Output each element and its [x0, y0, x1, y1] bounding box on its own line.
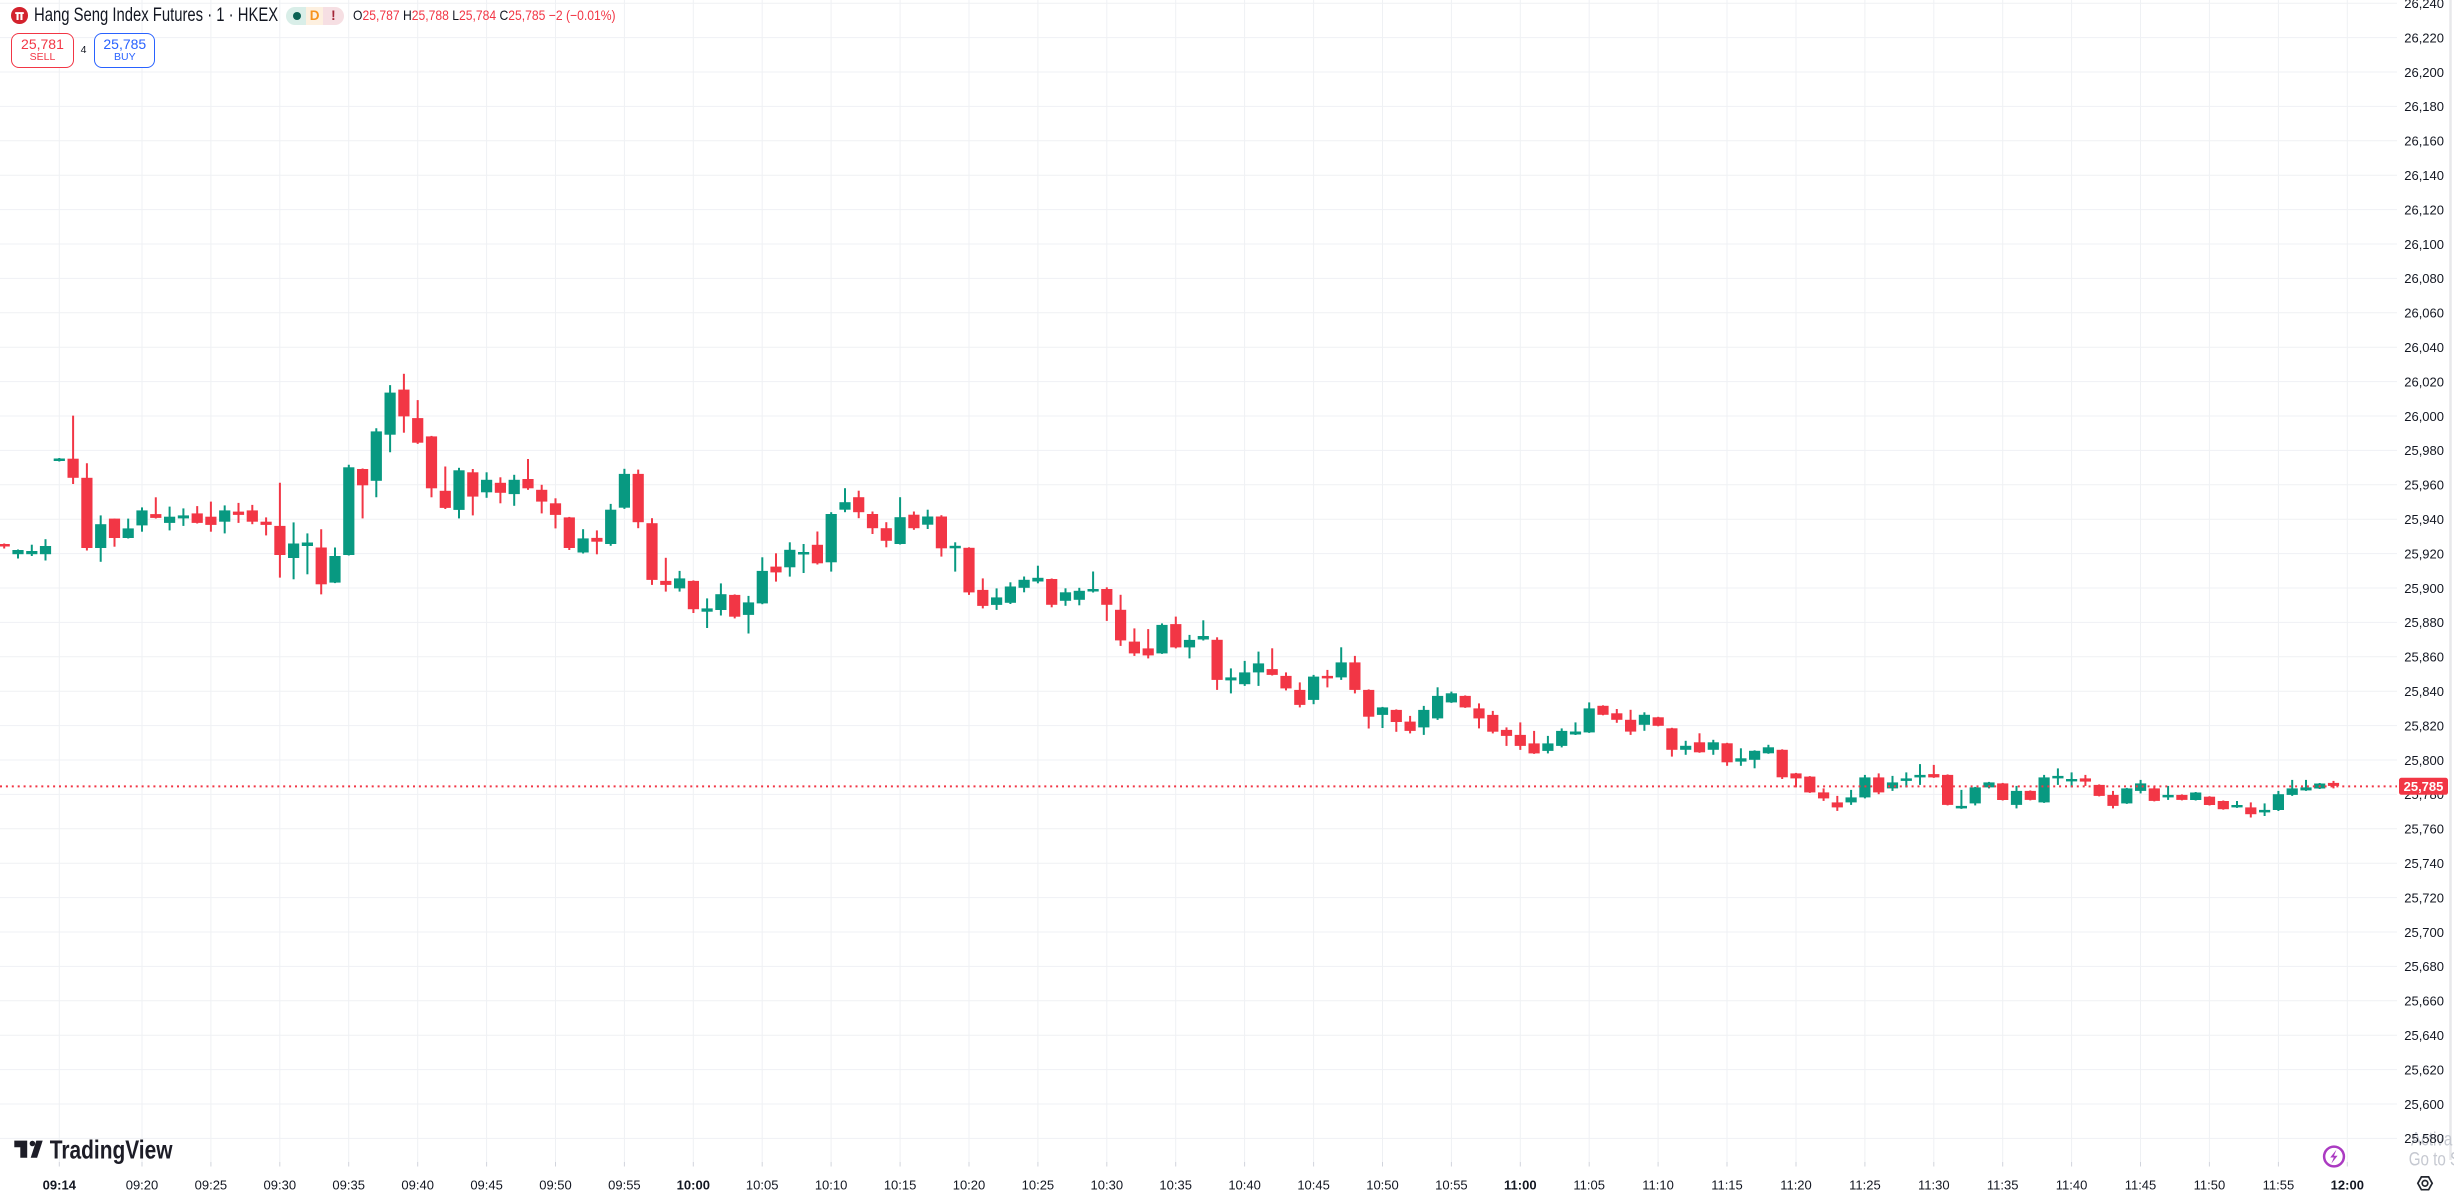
- svg-text:09:50: 09:50: [539, 1178, 572, 1193]
- svg-text:26,100: 26,100: [2404, 237, 2444, 252]
- svg-text:11:35: 11:35: [1987, 1178, 2019, 1193]
- svg-text:26,000: 26,000: [2404, 409, 2444, 424]
- svg-text:10:25: 10:25: [1022, 1178, 1055, 1193]
- svg-text:11:15: 11:15: [1711, 1178, 1743, 1193]
- svg-text:25,580: 25,580: [2404, 1131, 2444, 1146]
- svg-text:26,220: 26,220: [2404, 30, 2444, 45]
- svg-text:25,920: 25,920: [2404, 546, 2444, 561]
- svg-text:Go to Set: Go to Set: [2409, 1148, 2454, 1170]
- svg-text:26,180: 26,180: [2404, 99, 2444, 114]
- svg-text:11:25: 11:25: [1849, 1178, 1881, 1193]
- svg-text:25,700: 25,700: [2404, 925, 2444, 940]
- svg-text:11:40: 11:40: [2056, 1178, 2088, 1193]
- svg-text:10:20: 10:20: [953, 1178, 986, 1193]
- svg-text:25,820: 25,820: [2404, 718, 2444, 733]
- svg-text:Activa: Activa: [2411, 1128, 2453, 1150]
- svg-text:25,980: 25,980: [2404, 443, 2444, 458]
- svg-text:11:00: 11:00: [1504, 1178, 1537, 1193]
- svg-text:25,840: 25,840: [2404, 684, 2444, 699]
- svg-text:25,680: 25,680: [2404, 959, 2444, 974]
- svg-text:12:00: 12:00: [2331, 1178, 2364, 1193]
- svg-text:25,740: 25,740: [2404, 856, 2444, 871]
- svg-text:25,800: 25,800: [2404, 753, 2444, 768]
- svg-text:11:55: 11:55: [2263, 1178, 2295, 1193]
- svg-text:26,060: 26,060: [2404, 306, 2444, 321]
- svg-text:09:55: 09:55: [608, 1178, 641, 1193]
- svg-text:09:45: 09:45: [470, 1178, 503, 1193]
- svg-text:25,940: 25,940: [2404, 512, 2444, 527]
- svg-text:26,240: 26,240: [2404, 0, 2444, 11]
- svg-text:11:45: 11:45: [2125, 1178, 2157, 1193]
- svg-text:26,120: 26,120: [2404, 202, 2444, 217]
- svg-text:26,160: 26,160: [2404, 134, 2444, 149]
- svg-text:09:35: 09:35: [332, 1178, 365, 1193]
- svg-text:11:05: 11:05: [1573, 1178, 1605, 1193]
- svg-text:09:25: 09:25: [195, 1178, 228, 1193]
- svg-text:25,785: 25,785: [2404, 779, 2444, 794]
- svg-text:10:30: 10:30: [1091, 1178, 1124, 1193]
- svg-text:25,760: 25,760: [2404, 822, 2444, 837]
- svg-text:26,020: 26,020: [2404, 374, 2444, 389]
- svg-text:25,660: 25,660: [2404, 994, 2444, 1009]
- svg-text:26,080: 26,080: [2404, 271, 2444, 286]
- svg-text:11:30: 11:30: [1918, 1178, 1950, 1193]
- svg-text:10:35: 10:35: [1159, 1178, 1192, 1193]
- svg-text:09:40: 09:40: [401, 1178, 434, 1193]
- svg-text:11:50: 11:50: [2194, 1178, 2226, 1193]
- svg-text:25,860: 25,860: [2404, 650, 2444, 665]
- svg-text:25,880: 25,880: [2404, 615, 2444, 630]
- svg-text:10:40: 10:40: [1228, 1178, 1261, 1193]
- svg-text:10:15: 10:15: [884, 1178, 917, 1193]
- svg-text:25,960: 25,960: [2404, 478, 2444, 493]
- svg-text:09:14: 09:14: [43, 1178, 77, 1193]
- svg-text:26,200: 26,200: [2404, 65, 2444, 80]
- svg-text:TradingView: TradingView: [50, 1135, 173, 1163]
- svg-text:10:05: 10:05: [746, 1178, 779, 1193]
- svg-text:09:20: 09:20: [126, 1178, 159, 1193]
- svg-text:10:45: 10:45: [1297, 1178, 1330, 1193]
- svg-text:26,140: 26,140: [2404, 168, 2444, 183]
- svg-text:26,040: 26,040: [2404, 340, 2444, 355]
- svg-text:10:00: 10:00: [677, 1178, 710, 1193]
- svg-text:09:30: 09:30: [264, 1178, 297, 1193]
- svg-text:25,900: 25,900: [2404, 581, 2444, 596]
- svg-text:25,620: 25,620: [2404, 1062, 2444, 1077]
- svg-text:25,600: 25,600: [2404, 1097, 2444, 1112]
- svg-text:10:50: 10:50: [1366, 1178, 1399, 1193]
- svg-text:25,640: 25,640: [2404, 1028, 2444, 1043]
- svg-text:10:55: 10:55: [1435, 1178, 1468, 1193]
- svg-text:10:10: 10:10: [815, 1178, 848, 1193]
- svg-text:11:10: 11:10: [1642, 1178, 1674, 1193]
- svg-text:11:20: 11:20: [1780, 1178, 1812, 1193]
- svg-text:25,720: 25,720: [2404, 890, 2444, 905]
